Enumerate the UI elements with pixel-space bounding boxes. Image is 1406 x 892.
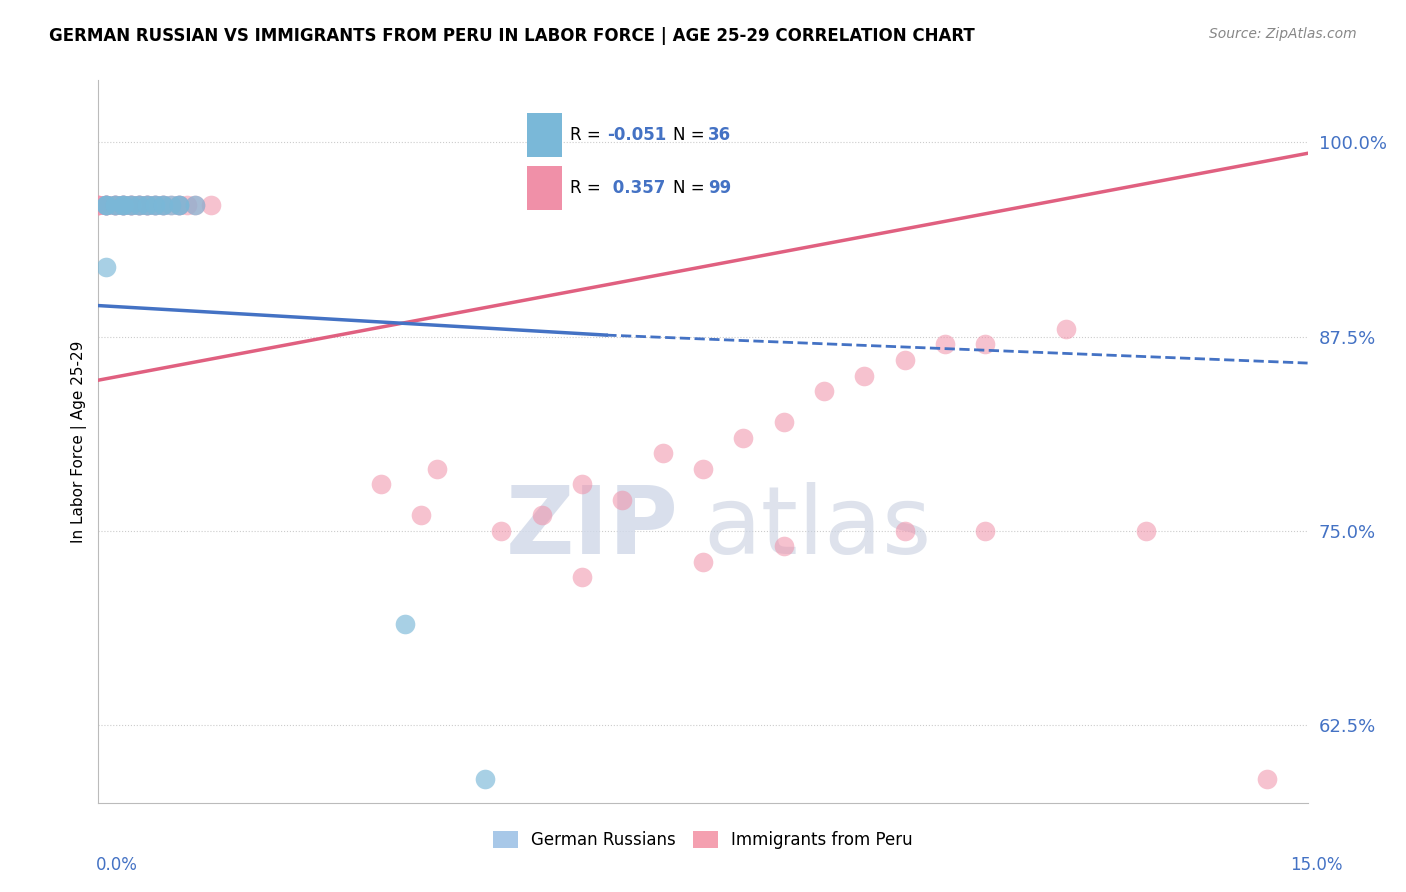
Point bbox=[974, 337, 997, 351]
Point bbox=[143, 197, 166, 211]
Point bbox=[96, 260, 118, 274]
Point bbox=[651, 446, 673, 460]
Legend: German Russians, Immigrants from Peru: German Russians, Immigrants from Peru bbox=[486, 824, 920, 856]
Text: 0.0%: 0.0% bbox=[96, 855, 138, 873]
Point bbox=[184, 197, 207, 211]
Point bbox=[128, 197, 150, 211]
Point bbox=[571, 477, 593, 491]
Point bbox=[143, 197, 166, 211]
Point bbox=[152, 197, 174, 211]
Point bbox=[612, 492, 634, 507]
Point bbox=[152, 197, 174, 211]
Text: Source: ZipAtlas.com: Source: ZipAtlas.com bbox=[1209, 27, 1357, 41]
Point bbox=[103, 197, 125, 211]
Point bbox=[111, 197, 134, 211]
Point bbox=[120, 197, 142, 211]
Point bbox=[135, 197, 157, 211]
Text: atlas: atlas bbox=[703, 483, 931, 574]
Point bbox=[128, 197, 150, 211]
Point bbox=[143, 197, 166, 211]
Point bbox=[111, 197, 134, 211]
Point bbox=[200, 197, 222, 211]
Point bbox=[167, 197, 190, 211]
Point bbox=[893, 524, 915, 538]
Point bbox=[184, 197, 207, 211]
Point bbox=[160, 197, 183, 211]
Point bbox=[128, 197, 150, 211]
Point bbox=[120, 197, 142, 211]
Point bbox=[120, 197, 142, 211]
Point bbox=[370, 477, 392, 491]
Point bbox=[772, 540, 794, 554]
Point bbox=[974, 524, 997, 538]
Point bbox=[96, 197, 118, 211]
Point bbox=[394, 617, 416, 632]
Point bbox=[692, 461, 714, 475]
Point bbox=[813, 384, 835, 398]
Y-axis label: In Labor Force | Age 25-29: In Labor Force | Age 25-29 bbox=[72, 341, 87, 542]
Text: GERMAN RUSSIAN VS IMMIGRANTS FROM PERU IN LABOR FORCE | AGE 25-29 CORRELATION CH: GERMAN RUSSIAN VS IMMIGRANTS FROM PERU I… bbox=[49, 27, 974, 45]
Point bbox=[120, 197, 142, 211]
Point bbox=[120, 197, 142, 211]
Point bbox=[103, 197, 125, 211]
Point bbox=[571, 570, 593, 584]
Point bbox=[530, 508, 553, 523]
Point bbox=[167, 197, 190, 211]
Point bbox=[1256, 772, 1278, 787]
Point bbox=[87, 197, 110, 211]
Point bbox=[152, 197, 174, 211]
Text: ZIP: ZIP bbox=[506, 483, 679, 574]
Point bbox=[135, 197, 157, 211]
Point bbox=[1135, 524, 1157, 538]
Point bbox=[111, 197, 134, 211]
Point bbox=[692, 555, 714, 569]
Point bbox=[167, 197, 190, 211]
Point bbox=[103, 197, 125, 211]
Point bbox=[111, 197, 134, 211]
Point bbox=[135, 197, 157, 211]
Text: 15.0%: 15.0% bbox=[1291, 855, 1343, 873]
Point bbox=[934, 337, 956, 351]
Point bbox=[853, 368, 876, 383]
Point bbox=[733, 431, 755, 445]
Point bbox=[87, 197, 110, 211]
Point bbox=[96, 197, 118, 211]
Point bbox=[96, 197, 118, 211]
Point bbox=[96, 197, 118, 211]
Point bbox=[176, 197, 198, 211]
Point bbox=[152, 197, 174, 211]
Point bbox=[409, 508, 432, 523]
Point bbox=[96, 197, 118, 211]
Point bbox=[103, 197, 125, 211]
Point bbox=[160, 197, 183, 211]
Point bbox=[128, 197, 150, 211]
Point bbox=[167, 197, 190, 211]
Point bbox=[426, 461, 449, 475]
Point bbox=[96, 197, 118, 211]
Point bbox=[111, 197, 134, 211]
Point bbox=[135, 197, 157, 211]
Point bbox=[491, 524, 513, 538]
Point bbox=[87, 197, 110, 211]
Point bbox=[135, 197, 157, 211]
Point bbox=[96, 197, 118, 211]
Point bbox=[128, 197, 150, 211]
Point bbox=[1054, 322, 1077, 336]
Point bbox=[143, 197, 166, 211]
Point bbox=[772, 415, 794, 429]
Point bbox=[474, 772, 496, 787]
Point bbox=[893, 353, 915, 368]
Point bbox=[103, 197, 125, 211]
Point bbox=[111, 197, 134, 211]
